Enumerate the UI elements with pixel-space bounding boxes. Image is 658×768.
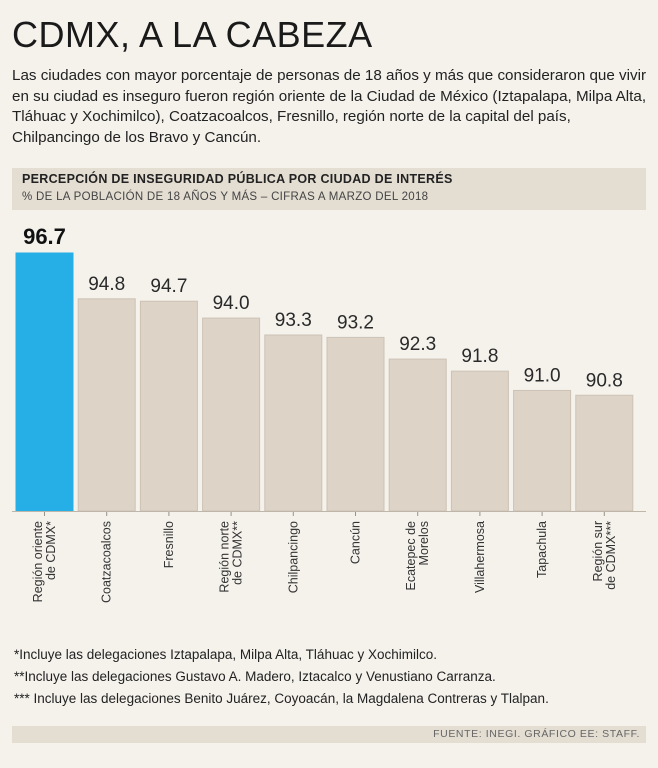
bar-1: [15, 252, 74, 512]
value-label-10: 90.8: [586, 370, 623, 391]
category-label-7: Ecatepec de Morelos: [404, 521, 431, 591]
category-label-4: Región norte de CDMX**: [218, 521, 245, 593]
category-label-9: Tapachula: [535, 521, 549, 578]
category-label-10-line-2: de CDMX***: [604, 521, 618, 590]
value-label-4: 94.0: [213, 293, 250, 314]
category-label-2: Coatzacoalcos: [100, 521, 114, 603]
category-label-9-line-1: Tapachula: [535, 521, 549, 578]
category-label-8-line-1: Villahermosa: [473, 521, 487, 593]
bar-4: [202, 317, 261, 512]
value-label-5: 93.3: [275, 310, 312, 331]
category-label-6-line-1: Cancún: [349, 521, 363, 564]
bar-9: [513, 389, 572, 512]
source-credit: FUENTE: INEGI. GRÁFICO EE: STAFF.: [433, 728, 640, 740]
category-label-10-line-1: Región sur: [591, 521, 605, 581]
bar-8: [450, 370, 509, 512]
bar-3: [139, 300, 198, 512]
category-label-7-line-2: Morelos: [417, 521, 431, 565]
value-label-6: 93.2: [337, 312, 374, 333]
chart-title: PERCEPCIÓN DE INSEGURIDAD PÚBLICA POR CI…: [22, 172, 453, 186]
category-label-1-line-2: de CDMX*: [44, 521, 58, 580]
bar-10: [575, 394, 634, 512]
category-label-8: Villahermosa: [473, 521, 487, 593]
bar-7: [388, 358, 447, 512]
value-label-2: 94.8: [88, 274, 125, 295]
category-label-2-line-1: Coatzacoalcos: [100, 521, 114, 603]
chart-subtitle: % DE LA POBLACIÓN DE 18 AÑOS Y MÁS – CIF…: [22, 191, 429, 203]
category-label-1-line-1: Región oriente: [31, 521, 45, 602]
category-label-3: Fresnillo: [162, 521, 176, 568]
value-label-9: 91.0: [524, 365, 561, 386]
category-label-4-line-2: de CDMX**: [231, 521, 245, 585]
footnote-2: **Incluye las delegaciones Gustavo A. Ma…: [14, 669, 496, 684]
footnote-1: *Incluye las delegaciones Iztapalapa, Mi…: [14, 647, 437, 662]
value-label-7: 92.3: [399, 334, 436, 355]
value-label-8: 91.8: [461, 346, 498, 367]
footer-bar: FUENTE: INEGI. GRÁFICO EE: STAFF.: [12, 726, 646, 743]
category-label-3-line-1: Fresnillo: [162, 521, 176, 568]
page-title: CDMX, A LA CABEZA: [12, 14, 373, 55]
bar-chart: 96.7 Región oriente de CDMX* 94.8 Coatzacoal…: [12, 224, 646, 603]
footnote-3: *** Incluye las delegaciones Benito Juár…: [14, 691, 549, 706]
value-label-3: 94.7: [150, 276, 187, 297]
category-label-10: Región sur de CDMX***: [591, 521, 618, 590]
chart-header-band: PERCEPCIÓN DE INSEGURIDAD PÚBLICA POR CI…: [12, 168, 646, 210]
category-label-5: Chilpancingo: [286, 521, 300, 593]
bar-6: [326, 336, 385, 512]
value-label-1: 96.7: [23, 224, 66, 249]
category-label-7-line-1: Ecatepec de: [404, 521, 418, 591]
bar-2: [77, 298, 136, 512]
footnotes: *Incluye las delegaciones Iztapalapa, Mi…: [14, 644, 650, 710]
page-subtitle: Las ciudades con mayor porcentaje de per…: [12, 67, 647, 146]
category-label-5-line-1: Chilpancingo: [286, 521, 300, 593]
category-label-6: Cancún: [349, 521, 363, 564]
category-label-1: Región oriente de CDMX*: [31, 521, 58, 602]
bar-5: [264, 334, 323, 512]
category-label-4-line-1: Región norte: [218, 521, 232, 593]
